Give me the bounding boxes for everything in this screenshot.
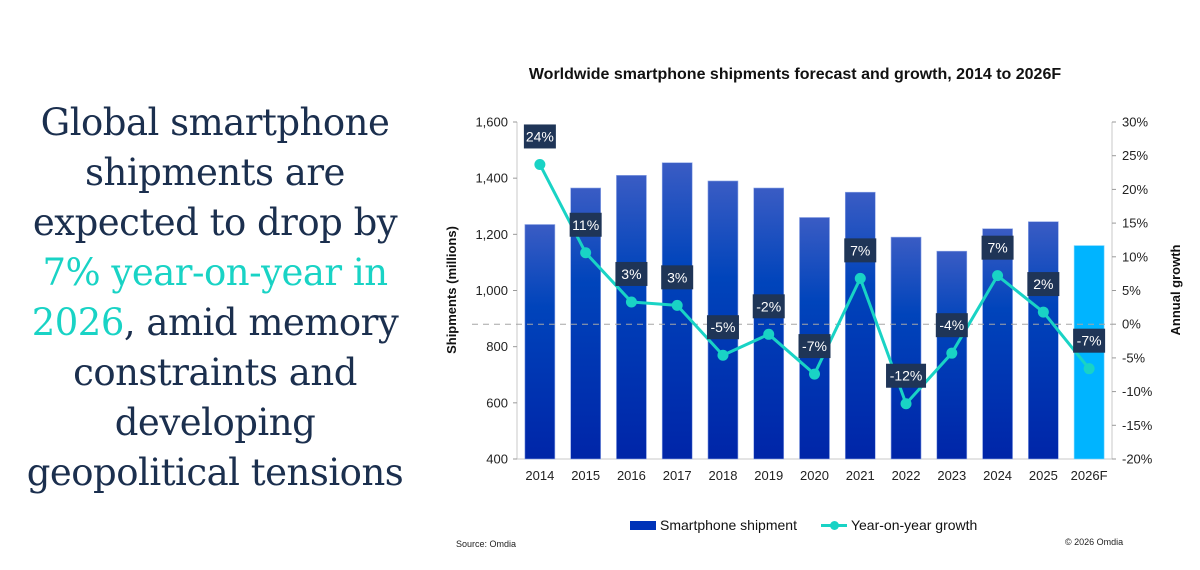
data-label-box: [523, 124, 556, 149]
headline-text-1: Global smartphone shipments are expected…: [32, 101, 398, 244]
y2-tick-label: 5%: [1122, 283, 1141, 298]
growth-point: [1037, 306, 1049, 318]
data-label: 3%: [667, 269, 687, 285]
data-label-box: [798, 334, 831, 359]
data-label: 7%: [987, 240, 1007, 256]
bar: [844, 191, 876, 460]
data-label-box: [661, 265, 694, 290]
growth-point: [1083, 363, 1095, 375]
legend-label-growth: Year-on-year growth: [850, 517, 978, 533]
chart-title: Worldwide smartphone shipments forecast …: [528, 66, 1062, 83]
growth-point: [946, 347, 958, 359]
y2-tick-label: -15%: [1122, 418, 1153, 433]
x-tick-label: 2018: [709, 468, 738, 483]
growth-point: [809, 368, 820, 380]
legend-swatch-line: [820, 520, 847, 530]
x-tick-label: 2019: [754, 468, 783, 483]
x-tick-label: 2020: [800, 468, 829, 483]
y-tick-label: 600: [486, 395, 508, 410]
data-label: -2%: [756, 298, 781, 314]
data-label: 11%: [572, 217, 599, 233]
data-labels: 24% 11% 3% 3% -5% -2% -7% 7% -12% -4% 7% 2% -7%: [523, 124, 1106, 388]
bar: [1028, 221, 1059, 460]
bars: [524, 162, 1105, 460]
y2-tick-label: 20%: [1122, 182, 1148, 197]
bar: [524, 224, 556, 460]
y2-tick-label: 30%: [1122, 115, 1148, 130]
data-label: -12%: [890, 368, 923, 384]
data-label-box: [706, 315, 739, 340]
y-tick-label: 400: [486, 452, 508, 467]
headline-accent: 7% year-on-year in 2026: [31, 251, 388, 344]
bar: [982, 228, 1013, 460]
source-note: Source: Omdia: [456, 539, 517, 549]
y2-tick-label: 10%: [1122, 249, 1148, 264]
x-tick-label: 2024: [983, 468, 1012, 483]
data-label: -4%: [939, 317, 964, 333]
y-tick-label: 800: [486, 339, 508, 354]
data-label-box: [615, 261, 648, 286]
data-label: 24%: [526, 128, 554, 144]
legend: Smartphone shipment Year-on-year growth: [630, 517, 1001, 533]
data-label-box: [752, 294, 785, 319]
y2-tick-label: 25%: [1122, 148, 1148, 163]
headline: Global smartphone shipments are expected…: [10, 98, 420, 498]
y-tick-label: 1,200: [475, 227, 508, 242]
x-tick-label: 2026F: [1071, 468, 1108, 483]
x-tick-label: 2021: [846, 468, 875, 483]
data-label: -7%: [1077, 333, 1102, 349]
bar: [661, 162, 693, 460]
data-label-box: [1073, 328, 1106, 353]
data-label: 7%: [850, 242, 870, 258]
growth-point: [992, 270, 1004, 282]
y-axis-title: Shipments (millions): [444, 226, 459, 354]
growth-point: [717, 349, 729, 361]
x-tick-label: 2014: [525, 468, 554, 483]
data-label-box: [935, 313, 968, 338]
y-tick-label: 1,000: [475, 283, 508, 298]
growth-point: [854, 272, 866, 284]
y2-tick-label: 15%: [1122, 216, 1148, 231]
data-label-box: [844, 238, 877, 263]
axes: 400 600 800 1,000 1,200 1,400 1,600 -20% -15% -10…: [475, 115, 1152, 484]
x-tick-label: 2016: [617, 468, 646, 483]
copyright-note: © 2026 Omdia: [1065, 537, 1124, 547]
legend-item-shipment: Smartphone shipment: [630, 517, 797, 533]
data-label-box: [981, 235, 1014, 260]
data-label-box: [1027, 272, 1060, 297]
growth-point: [763, 328, 775, 340]
data-label: -7%: [802, 338, 827, 354]
x-tick-label: 2025: [1029, 468, 1058, 483]
growth-point: [534, 158, 546, 170]
legend-item-growth: Year-on-year growth: [820, 517, 978, 533]
growth-point: [671, 299, 683, 311]
data-label-box: [569, 212, 602, 237]
y2-axis-title: Annual growth: [1168, 244, 1183, 335]
x-tick-label: 2017: [663, 468, 692, 483]
y2-tick-label: -20%: [1122, 452, 1153, 467]
bar: [890, 236, 922, 460]
x-tick-label: 2023: [937, 468, 966, 483]
data-label: 2%: [1033, 276, 1053, 292]
data-label: -5%: [711, 319, 736, 335]
y-tick-label: 1,600: [475, 115, 508, 130]
bar: [616, 175, 647, 460]
headline-text-2: , amid memory constraints and developing…: [26, 301, 404, 494]
legend-label-shipment: Smartphone shipment: [660, 517, 797, 533]
x-tick-label: 2015: [571, 468, 600, 483]
data-label: 3%: [621, 266, 641, 282]
growth-point: [900, 398, 912, 410]
growth-point: [580, 247, 592, 259]
data-label-box: [886, 363, 927, 388]
y2-tick-label: 0%: [1122, 317, 1141, 332]
y2-tick-label: -10%: [1122, 384, 1153, 399]
legend-swatch-bar: [630, 520, 656, 530]
y-tick-label: 1,400: [475, 171, 508, 186]
y2-tick-label: -5%: [1122, 350, 1146, 365]
x-tick-label: 2022: [892, 468, 921, 483]
growth-line-series: [534, 158, 1095, 410]
growth-point: [625, 296, 637, 308]
bar: [753, 187, 785, 460]
